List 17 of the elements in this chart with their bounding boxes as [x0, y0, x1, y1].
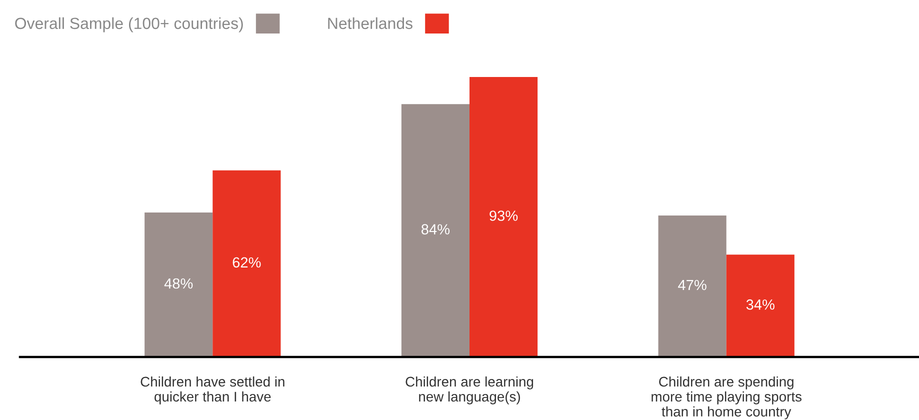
bar — [470, 77, 538, 357]
data-label: 48% — [164, 278, 193, 289]
bar — [144, 212, 213, 357]
data-label: 62% — [232, 257, 261, 268]
data-label: 34% — [746, 299, 774, 310]
bar — [726, 254, 794, 357]
legend-label: Netherlands — [328, 17, 412, 30]
bar — [401, 104, 470, 357]
data-label: 93% — [490, 210, 518, 221]
bar — [658, 215, 726, 357]
legend-label: Overall Sample (100+ countries) — [15, 17, 243, 32]
bar — [212, 170, 281, 357]
data-label: 47% — [678, 280, 706, 290]
x-tick-label: Children are spending more time playing sports than in home country — [652, 376, 802, 420]
x-tick-label: Children have settled in quicker than I have — [140, 376, 284, 404]
x-tick-label: Children are learning new language(s) — [406, 376, 534, 404]
data-label: 84% — [422, 224, 450, 234]
